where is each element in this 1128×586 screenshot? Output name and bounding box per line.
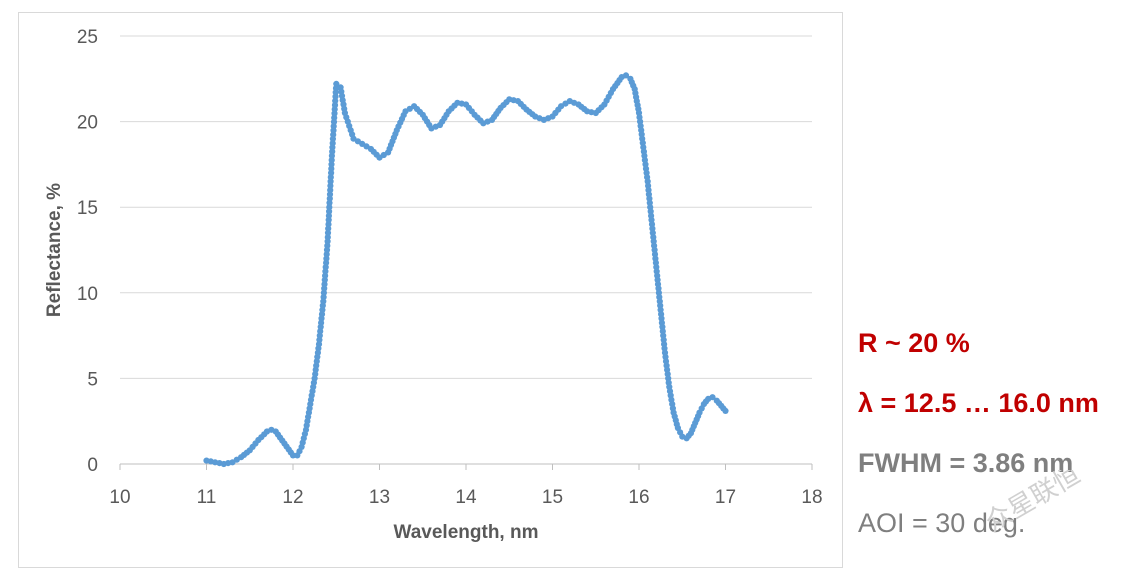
y-tick-label: 0: [87, 455, 98, 476]
axes: 0 5 10 15 20 25 10 11 12 13 14 15 16 17 18: [77, 27, 823, 508]
y-axis-title: Reflectance, %: [44, 183, 65, 317]
x-tick-label: 16: [628, 487, 649, 508]
reflectance-annotation: R ~ 20 %: [858, 328, 970, 358]
wavelength-range-annotation: λ = 12.5 … 16.0 nm: [858, 388, 1099, 418]
fwhm-annotation: FWHM = 3.86 nm: [858, 448, 1074, 478]
aoi-annotation: AOI = 30 deg.: [858, 508, 1026, 538]
watermark-text: 众星联恒: [982, 470, 1086, 538]
y-tick-label: 20: [77, 113, 98, 134]
data-point: [709, 394, 716, 401]
data-point: [289, 452, 297, 459]
data-point: [333, 80, 340, 87]
gridlines: [120, 35, 812, 379]
series-line: [206, 74, 727, 466]
data-point: [622, 72, 630, 79]
y-tick-label: 10: [77, 284, 98, 305]
x-tick-label: 17: [715, 487, 736, 508]
y-tick-label: 5: [87, 369, 98, 390]
x-tick-label: 13: [369, 487, 390, 508]
data-point: [722, 407, 729, 414]
watermark-logo: 众星联恒: [982, 470, 1086, 538]
y-tick-label: 25: [77, 27, 98, 48]
y-tick-label: 15: [77, 198, 98, 219]
x-tick-label: 18: [801, 487, 822, 508]
series-reflectance: [203, 72, 729, 468]
chart-area: [18, 12, 843, 568]
x-axis-title: Wavelength, nm: [394, 522, 539, 543]
x-tick-label: 14: [455, 487, 477, 508]
x-tick-label: 11: [197, 487, 217, 508]
x-tick-label: 10: [109, 487, 130, 508]
x-tick-label: 15: [542, 487, 563, 508]
x-tick-label: 12: [282, 487, 303, 508]
